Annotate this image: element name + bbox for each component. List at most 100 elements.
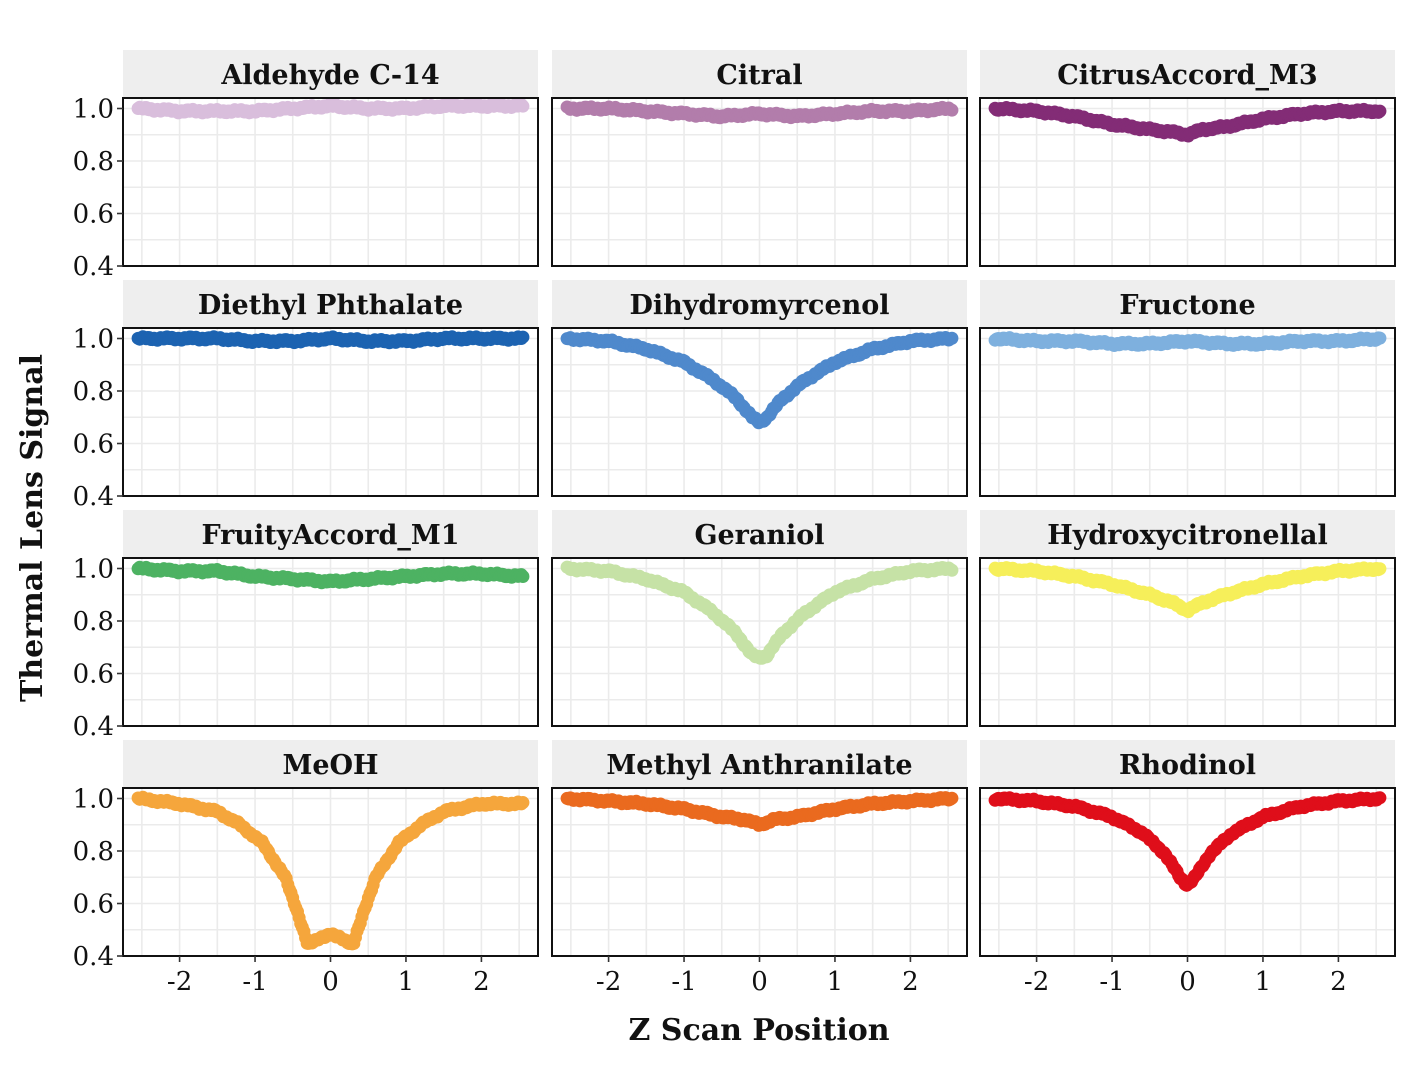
y-tick-label: 1.0: [73, 325, 114, 355]
data-point: [1373, 791, 1387, 805]
facet-strip: [980, 280, 1395, 328]
x-tick-label: -1: [671, 967, 696, 997]
y-axis-title: Thermal Lens Signal: [15, 354, 50, 702]
gridlines: [123, 328, 538, 497]
data-point: [945, 563, 959, 577]
facet-strip: [552, 280, 967, 328]
x-tick-label: -2: [167, 967, 192, 997]
y-tick-label: 1.0: [73, 785, 114, 815]
panel-border: [122, 97, 539, 267]
series-points: [560, 100, 959, 125]
y-tick-label: 0.8: [73, 377, 114, 407]
y-tick-label: 0.4: [73, 942, 114, 972]
x-tick-label: 1: [1255, 967, 1272, 997]
y-tick-label: 0.6: [73, 430, 114, 460]
data-point: [516, 796, 530, 810]
facet-strip: [123, 50, 538, 98]
series-points: [988, 561, 1387, 619]
facet-label: MeOH: [282, 750, 378, 781]
panel-border: [551, 97, 968, 267]
series-points: [988, 101, 1387, 143]
facet-strip: [123, 280, 538, 328]
y-tick-label: 1.0: [73, 95, 114, 125]
panel-border: [122, 557, 539, 727]
x-tick-label: -2: [596, 967, 621, 997]
x-axis-ticks: -2 -1 0 1 2 -2 -1 0 1 2 -2 -1 0 1 2: [167, 956, 1347, 997]
data-point: [1373, 331, 1387, 345]
panel-border: [551, 557, 968, 727]
data-point: [1373, 562, 1387, 576]
series-points: [131, 330, 530, 350]
facet-label: Aldehyde C-14: [220, 60, 439, 91]
data-point: [516, 330, 530, 344]
facet-strip: [552, 510, 967, 558]
panel-rhodinol: Rhodinol: [979, 740, 1396, 957]
x-tick-label: 2: [902, 967, 919, 997]
x-tick-label: 0: [322, 967, 339, 997]
y-tick-label: 0.8: [73, 607, 114, 637]
y-axis-ticks: 0.4 0.6 0.8 1.0 0.4 0.6 0.8 1.0 0.4 0.6 0.8 1.0 0.4 0…: [73, 95, 123, 972]
facet-panels: Aldehyde C-14 Citral CitrusAccord_M3 Diethy…: [122, 50, 1396, 957]
series-points: [131, 97, 530, 120]
panel-citrusaccord-m3: CitrusAccord_M3: [979, 50, 1396, 267]
x-axis-title: Z Scan Position: [628, 1013, 889, 1048]
panel-fruityaccord-m1: FruityAccord_M1: [122, 510, 539, 727]
facet-label: FruityAccord_M1: [201, 520, 459, 551]
x-tick-label: 2: [473, 967, 490, 997]
panel-methyl-anthranilate: Methyl Anthranilate: [551, 740, 968, 957]
facet-label: Geraniol: [694, 520, 824, 551]
x-tick-label: -1: [242, 967, 267, 997]
panel-dihydromyrcenol: Dihydromyrcenol: [551, 280, 968, 497]
y-tick-label: 0.4: [73, 712, 114, 742]
x-tick-label: 2: [1330, 967, 1347, 997]
series-points: [131, 790, 530, 951]
facet-label: CitrusAccord_M3: [1057, 60, 1317, 91]
series-points: [988, 331, 1387, 352]
y-tick-label: 1.0: [73, 555, 114, 585]
panel-border: [551, 327, 968, 497]
facet-strip: [980, 510, 1395, 558]
series-points: [988, 791, 1387, 892]
facet-strip: [980, 50, 1395, 98]
facet-label: Dihydromyrcenol: [629, 290, 889, 321]
series-points: [131, 560, 530, 590]
panel-diethyl-phthalate: Diethyl Phthalate: [122, 280, 539, 497]
series-points: [560, 791, 959, 832]
data-point: [1373, 104, 1387, 118]
x-tick-label: 0: [751, 967, 768, 997]
facet-label: Rhodinol: [1119, 750, 1256, 781]
panel-geraniol: Geraniol: [551, 510, 968, 727]
data-point: [516, 569, 530, 583]
facet-strip: [123, 740, 538, 788]
facet-label: Methyl Anthranilate: [606, 750, 912, 781]
panel-border: [979, 97, 1396, 267]
panel-fructone: Fructone: [979, 280, 1396, 497]
facet-label: Diethyl Phthalate: [198, 290, 463, 321]
data-point: [516, 99, 530, 113]
series-points: [560, 331, 959, 430]
gridlines: [980, 558, 1395, 727]
y-tick-label: 0.6: [73, 200, 114, 230]
y-tick-label: 0.4: [73, 252, 114, 282]
y-tick-label: 0.8: [73, 147, 114, 177]
data-point: [945, 103, 959, 117]
x-tick-label: -2: [1024, 967, 1049, 997]
data-point: [945, 331, 959, 345]
x-tick-label: 1: [827, 967, 844, 997]
x-tick-label: -1: [1099, 967, 1124, 997]
facet-label: Citral: [716, 60, 802, 91]
facet-strip: [552, 50, 967, 98]
panel-border: [979, 327, 1396, 497]
y-tick-label: 0.8: [73, 837, 114, 867]
facet-strip: [123, 510, 538, 558]
y-tick-label: 0.4: [73, 482, 114, 512]
series-points: [560, 560, 959, 665]
x-tick-label: 0: [1179, 967, 1196, 997]
facet-label: Hydroxycitronellal: [1047, 520, 1328, 551]
panel-hydroxycitronellal: Hydroxycitronellal: [979, 510, 1396, 727]
data-point: [945, 791, 959, 805]
panel-border: [122, 327, 539, 497]
panel-border: [979, 557, 1396, 727]
panel-citral: Citral: [551, 50, 968, 267]
